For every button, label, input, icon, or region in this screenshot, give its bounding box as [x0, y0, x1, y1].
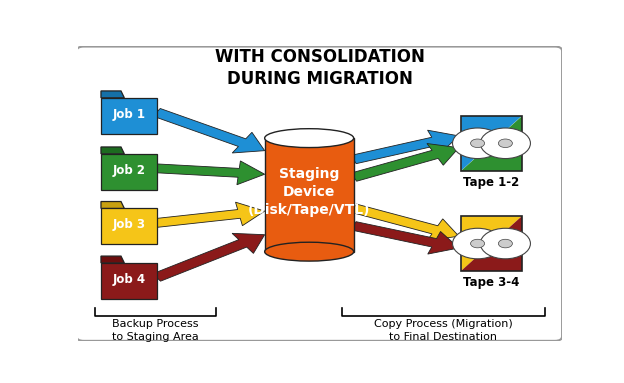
- Ellipse shape: [265, 129, 354, 147]
- Polygon shape: [156, 161, 265, 185]
- Polygon shape: [101, 256, 124, 263]
- Polygon shape: [351, 130, 459, 164]
- Text: Job 4: Job 4: [112, 273, 145, 286]
- Circle shape: [480, 228, 530, 259]
- Circle shape: [470, 239, 485, 248]
- Polygon shape: [101, 201, 124, 208]
- Polygon shape: [101, 98, 157, 134]
- Text: WITH CONSOLIDATION
DURING MIGRATION: WITH CONSOLIDATION DURING MIGRATION: [215, 48, 425, 88]
- Ellipse shape: [265, 242, 354, 261]
- Text: Backup Process
to Staging Area: Backup Process to Staging Area: [112, 319, 199, 342]
- Polygon shape: [153, 233, 265, 281]
- Polygon shape: [101, 208, 157, 244]
- Polygon shape: [351, 222, 459, 254]
- Polygon shape: [461, 116, 522, 170]
- Polygon shape: [265, 138, 354, 252]
- Polygon shape: [461, 116, 522, 170]
- Text: Tape 1-2: Tape 1-2: [464, 176, 520, 189]
- FancyBboxPatch shape: [77, 47, 562, 341]
- Polygon shape: [101, 147, 124, 154]
- Polygon shape: [155, 202, 265, 227]
- Polygon shape: [351, 144, 459, 181]
- Polygon shape: [351, 204, 459, 241]
- Polygon shape: [153, 108, 265, 153]
- Text: Copy Process (Migration)
to Final Destination: Copy Process (Migration) to Final Destin…: [374, 319, 512, 342]
- Text: Staging
Device
(Disk/Tape/VTL): Staging Device (Disk/Tape/VTL): [248, 167, 371, 217]
- Text: Tape 3-4: Tape 3-4: [463, 276, 520, 289]
- Circle shape: [499, 239, 512, 248]
- Polygon shape: [101, 263, 157, 299]
- Polygon shape: [461, 216, 522, 271]
- Circle shape: [452, 128, 502, 159]
- Text: Job 3: Job 3: [112, 218, 145, 231]
- Text: Job 2: Job 2: [112, 164, 145, 177]
- Text: Job 1: Job 1: [112, 108, 145, 121]
- Polygon shape: [101, 91, 124, 98]
- Circle shape: [480, 128, 530, 159]
- Polygon shape: [461, 216, 522, 271]
- Circle shape: [452, 228, 502, 259]
- Polygon shape: [101, 154, 157, 190]
- Circle shape: [470, 139, 485, 147]
- Circle shape: [499, 139, 512, 147]
